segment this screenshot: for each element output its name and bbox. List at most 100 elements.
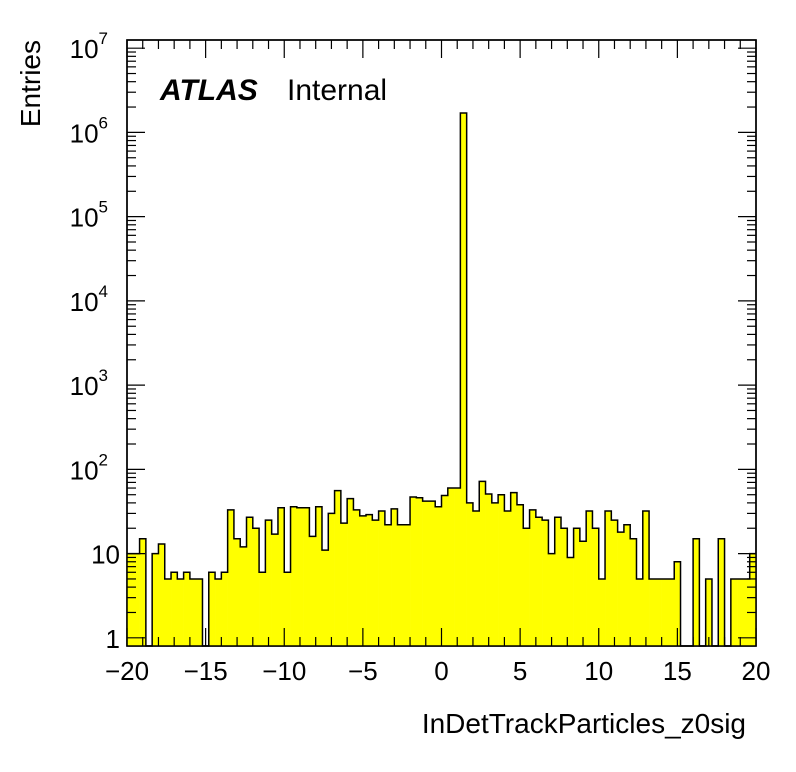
histogram-bin: [586, 511, 593, 646]
histogram-bin: [636, 578, 644, 646]
histogram-bin: [378, 511, 386, 646]
histogram-bin: [623, 524, 631, 646]
histogram-bin: [535, 517, 543, 646]
histogram-bin: [321, 550, 329, 646]
histogram-bin: [227, 509, 235, 646]
histogram-bin: [183, 572, 191, 646]
histogram-bin: [271, 534, 279, 646]
histogram-bin: [592, 528, 600, 646]
histogram-bin: [384, 524, 392, 646]
y-axis-title: Entries: [15, 40, 46, 127]
histogram-bin: [296, 507, 304, 646]
histogram-bin: [510, 492, 518, 646]
histogram-bin: [542, 520, 549, 646]
y-tick-label: 105: [70, 198, 108, 233]
histogram-bin: [435, 506, 442, 646]
x-tick-label: 15: [663, 656, 692, 686]
x-tick-label: 5: [513, 656, 527, 686]
y-tick-label: 1: [106, 624, 120, 654]
histogram-bin: [177, 578, 184, 646]
histogram-bin: [139, 538, 147, 646]
histogram-bin: [189, 578, 197, 646]
histogram-bin: [403, 524, 411, 646]
histogram-bin: [630, 538, 637, 646]
histogram-bin: [693, 538, 700, 646]
y-tick-label: 103: [70, 366, 108, 401]
y-tick-label: 106: [70, 113, 108, 148]
histogram-bin: [554, 517, 562, 646]
x-axis-tick-labels: −20 −15 −10 −5 0 5 10 15 20: [105, 656, 771, 686]
histogram-bin: [605, 511, 612, 646]
x-tick-label: −10: [262, 656, 306, 686]
histogram-bin: [277, 507, 285, 646]
histogram-bin: [366, 514, 373, 646]
histogram-bin: [573, 528, 581, 646]
atlas-label: ATLAS: [159, 74, 258, 107]
histogram-bin: [447, 488, 455, 646]
histogram-bin: [127, 553, 134, 646]
histogram-bin: [617, 532, 625, 646]
histogram-bin: [416, 497, 423, 646]
y-tick-label: 104: [70, 282, 108, 317]
x-tick-label: 0: [434, 656, 448, 686]
histogram-bin: [315, 506, 323, 646]
histogram-bin: [661, 578, 669, 646]
histogram-bin: [290, 506, 298, 646]
histogram-bin: [529, 509, 537, 646]
histogram-bin: [259, 572, 266, 646]
histogram-bin: [498, 494, 505, 646]
histogram-bin: [611, 520, 618, 646]
histogram-bin: [718, 538, 725, 646]
histogram-bin: [642, 511, 650, 646]
x-tick-label: 10: [584, 656, 613, 686]
histogram-bin: [649, 578, 656, 646]
histogram-bin: [516, 504, 524, 646]
histogram-bin: [284, 572, 291, 646]
y-tick-label: 107: [70, 29, 108, 64]
histogram-bin: [372, 520, 379, 646]
histogram-bin: [730, 578, 738, 646]
histogram-bin: [749, 553, 757, 646]
histogram-bin: [561, 528, 568, 646]
y-tick-label: 102: [70, 450, 108, 485]
x-tick-label: −15: [184, 656, 228, 686]
histogram-bin: [152, 553, 159, 646]
histogram-bin: [674, 561, 681, 646]
histogram-bin: [353, 509, 361, 646]
histogram-bin: [410, 496, 417, 646]
histogram-bin: [246, 517, 254, 646]
histogram-bin: [479, 481, 486, 646]
y-tick-label: 10: [91, 540, 120, 570]
histogram-bin: [422, 501, 430, 646]
histogram-bin: [309, 536, 316, 646]
histogram-bin: [441, 495, 449, 646]
histogram-bin: [171, 572, 178, 646]
histogram-bin: [215, 578, 222, 646]
histogram-bin: [523, 528, 530, 646]
histogram-bin: [454, 488, 461, 646]
histogram-bin: [548, 553, 556, 646]
histogram-bin: [743, 578, 751, 646]
histogram-bin: [240, 546, 247, 646]
x-tick-label: 20: [742, 656, 771, 686]
y-axis-tick-labels: 1 10 102 103 104 105 106 107: [70, 29, 120, 654]
x-axis-title: InDetTrackParticles_z0sig: [422, 708, 746, 739]
histogram-bin: [667, 578, 675, 646]
histogram-bin: [485, 493, 493, 646]
histogram-bin: [328, 513, 335, 646]
histogram-bin: [705, 578, 713, 646]
histogram-bin: [265, 520, 272, 646]
histogram-bin: [208, 572, 216, 646]
histogram-bin: [221, 572, 228, 646]
x-tick-label: −20: [105, 656, 149, 686]
histogram-bin: [655, 578, 662, 646]
histogram-outline: [127, 112, 756, 647]
histogram-bin: [347, 498, 354, 646]
histogram-bin: [598, 578, 606, 646]
histogram-bin: [466, 502, 474, 646]
histogram-bin: [164, 578, 172, 646]
histogram-bin: [428, 501, 436, 646]
x-axis-ticks: [126, 40, 757, 646]
histogram-bin: [233, 538, 241, 646]
